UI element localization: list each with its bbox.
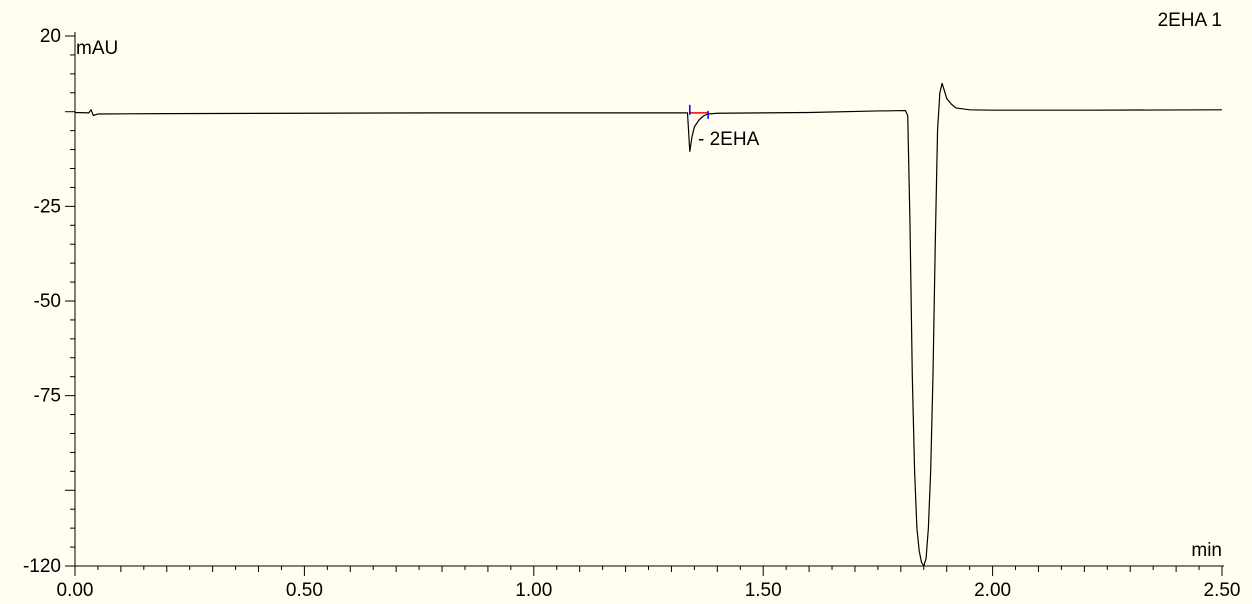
tick-labels: 0.00 0.50 1.00 1.50 2.00 2.50 20 -25 -50 -75 -120 [23, 26, 1241, 601]
x-tick-label: 0.00 [57, 580, 94, 601]
x-tick-label: 1.50 [745, 580, 782, 601]
y-tick-label: -25 [34, 196, 61, 217]
y-tick-label: -120 [23, 556, 61, 577]
y-tick-label: -75 [34, 386, 61, 407]
x-tick-label: 0.50 [286, 580, 323, 601]
y-tick-label: 20 [40, 26, 61, 47]
x-axis-unit: min [1191, 540, 1222, 561]
x-tick-label: 2.50 [1204, 580, 1241, 601]
peak-markers [689, 104, 709, 119]
x-tick-label: 2.00 [974, 580, 1011, 601]
y-axis-unit: mAU [76, 38, 118, 59]
y-tick-label: -50 [34, 291, 61, 312]
x-tick-label: 1.00 [515, 580, 552, 601]
trace-line [74, 82, 1223, 567]
axes [74, 32, 1224, 567]
peak-annotation-2eha: - 2EHA [698, 129, 760, 150]
tick-marks [65, 35, 1223, 576]
trace-layer [74, 82, 1223, 567]
chart-title: 2EHA 1 [1158, 10, 1222, 31]
